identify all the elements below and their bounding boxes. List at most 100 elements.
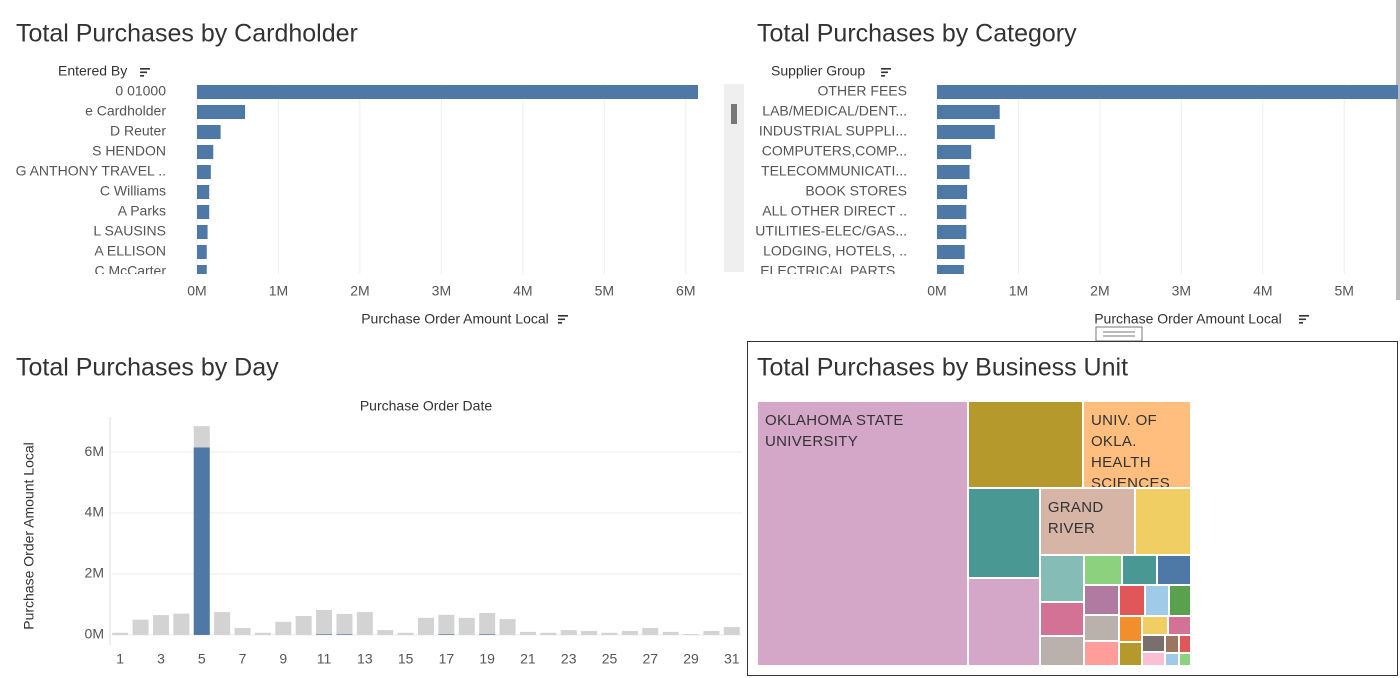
treemap-cell[interactable]: [967, 578, 1040, 666]
x-tick-label: 13: [357, 651, 373, 667]
bar: [937, 125, 995, 139]
row-header: Entered By: [58, 63, 127, 79]
sort-icon[interactable]: [140, 68, 150, 77]
x-tick-label: 15: [398, 651, 414, 667]
treemap-cell[interactable]: [1039, 635, 1084, 666]
bar: [197, 225, 208, 239]
bar: [937, 105, 1000, 119]
treemap-cell[interactable]: [1142, 635, 1165, 653]
bar: [560, 630, 577, 635]
bar: [336, 634, 353, 635]
bar: [479, 634, 496, 635]
x-tick-label: 5: [198, 651, 206, 667]
x-tick-label: 1M: [269, 283, 288, 299]
treemap-cell[interactable]: [1178, 635, 1191, 654]
drag-handle[interactable]: [1095, 326, 1143, 342]
bar: [234, 627, 251, 635]
bar: [703, 630, 720, 635]
treemap-cell[interactable]: [1118, 616, 1143, 643]
bar: [197, 125, 221, 139]
x-tick-label: 7: [239, 651, 247, 667]
sort-icon[interactable]: [558, 315, 568, 324]
x-tick-label: 17: [439, 651, 455, 667]
y-tick-label: C McCarter: [94, 263, 166, 279]
y-tick-label: LODGING, HOTELS, ..: [763, 243, 907, 259]
bar: [197, 165, 211, 179]
treemap-cell[interactable]: [1083, 554, 1122, 586]
bar: [336, 613, 353, 635]
y-tick-label: 0 01000: [115, 83, 166, 99]
y-tick-label: OTHER FEES: [818, 83, 907, 99]
bar: [581, 630, 598, 635]
y-tick-label: BOOK STORES: [805, 183, 907, 199]
x-tick-label: 0M: [927, 283, 946, 299]
x-tick-label: 9: [279, 651, 287, 667]
bar: [316, 609, 333, 635]
cell-label: GRAND RIVER: [1047, 499, 1104, 538]
y-tick-label: 0M: [85, 626, 104, 642]
treemap-cell[interactable]: [1142, 652, 1165, 666]
treemap-cell[interactable]: [1118, 642, 1143, 666]
sort-icon[interactable]: [881, 68, 891, 77]
x-tick-label: 19: [479, 651, 495, 667]
treemap-cell[interactable]: UNIV. OF OKLA. HEALTH SCIENCES: [1082, 401, 1191, 489]
treemap-cell[interactable]: [1144, 585, 1169, 617]
treemap-cell[interactable]: [967, 488, 1040, 579]
treemap-cell[interactable]: [1039, 601, 1084, 636]
bar: [197, 245, 207, 259]
y-tick-label: 2M: [85, 565, 104, 581]
bar: [937, 185, 968, 199]
bar: [519, 631, 536, 635]
bar: [540, 632, 557, 635]
bar: [295, 616, 312, 635]
row-header: Supplier Group: [771, 63, 865, 79]
bar: [662, 631, 679, 635]
cell-label: UNIV. OF OKLA. HEALTH SCIENCES: [1090, 412, 1171, 489]
treemap-cell[interactable]: [1122, 554, 1158, 586]
bar: [418, 617, 434, 635]
bars: OTHER FEES LAB/MEDICAL/DENT... INDUSTRIAL …: [755, 83, 1398, 274]
treemap-cell[interactable]: [1083, 585, 1119, 615]
treemap-cell[interactable]: [1164, 635, 1179, 654]
bar: [683, 634, 700, 635]
x-tick-label: 5M: [595, 283, 614, 299]
treemap-cell[interactable]: [1157, 554, 1191, 586]
y-tick-label: TELECOMMUNICATI...: [761, 163, 907, 179]
bar: [173, 613, 190, 635]
sort-icon[interactable]: [1299, 315, 1309, 324]
bar: [438, 634, 455, 635]
treemap-cell[interactable]: [1083, 641, 1119, 666]
treemap-cell[interactable]: [1142, 616, 1169, 636]
bar: [356, 612, 373, 635]
x-tick-label: 1: [116, 651, 124, 667]
treemap-cell[interactable]: [1083, 614, 1119, 642]
treemap-cell[interactable]: [1179, 653, 1191, 666]
bar: [937, 85, 1398, 99]
bar: [723, 627, 740, 635]
treemap-cell[interactable]: [1168, 585, 1191, 617]
x-tick-label: 29: [683, 651, 699, 667]
treemap: OKLAHOMA STATE UNIVERSITY UNIV. OF OKLA. …: [757, 401, 1191, 666]
treemap-cell[interactable]: OKLAHOMA STATE UNIVERSITY: [757, 401, 968, 666]
scroll-thumb[interactable]: [731, 104, 737, 124]
treemap-cell[interactable]: [1039, 554, 1084, 602]
y-tick-label: ALL OTHER DIRECT ..: [762, 203, 907, 219]
treemap-cell[interactable]: [1135, 488, 1191, 555]
y-tick-label: e Cardholder: [85, 103, 166, 119]
x-tick-label: 21: [520, 651, 536, 667]
treemap-cell[interactable]: [1168, 616, 1191, 636]
bars: 0 01000 e Cardholder D Reuter S HENDON G ANT…: [16, 83, 699, 279]
bar: [642, 627, 659, 635]
bar: [479, 612, 496, 635]
y-tick-label: UTILITIES-ELEC/GAS...: [755, 223, 907, 239]
treemap-cell[interactable]: [1118, 585, 1145, 617]
chart-title: Total Purchases by Day: [16, 354, 279, 382]
scrollbar[interactable]: [724, 84, 744, 272]
treemap-cell[interactable]: [1164, 653, 1180, 666]
bar: [197, 85, 699, 99]
treemap-cell[interactable]: [967, 401, 1083, 489]
scrollbar[interactable]: [1396, 0, 1400, 300]
treemap-cell[interactable]: GRAND RIVER: [1039, 488, 1135, 555]
y-tick-label: INDUSTRIAL SUPPLI...: [759, 123, 907, 139]
x-tick-label: 3M: [1172, 283, 1191, 299]
